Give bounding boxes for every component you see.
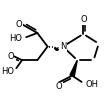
Text: O: O [7, 52, 14, 61]
Text: HO: HO [1, 67, 14, 76]
Text: O: O [15, 20, 22, 29]
Polygon shape [70, 60, 77, 76]
Text: O: O [80, 15, 87, 24]
Text: O: O [56, 82, 62, 91]
Text: N: N [60, 42, 66, 51]
Text: OH: OH [85, 80, 98, 89]
Text: HO: HO [9, 34, 22, 43]
